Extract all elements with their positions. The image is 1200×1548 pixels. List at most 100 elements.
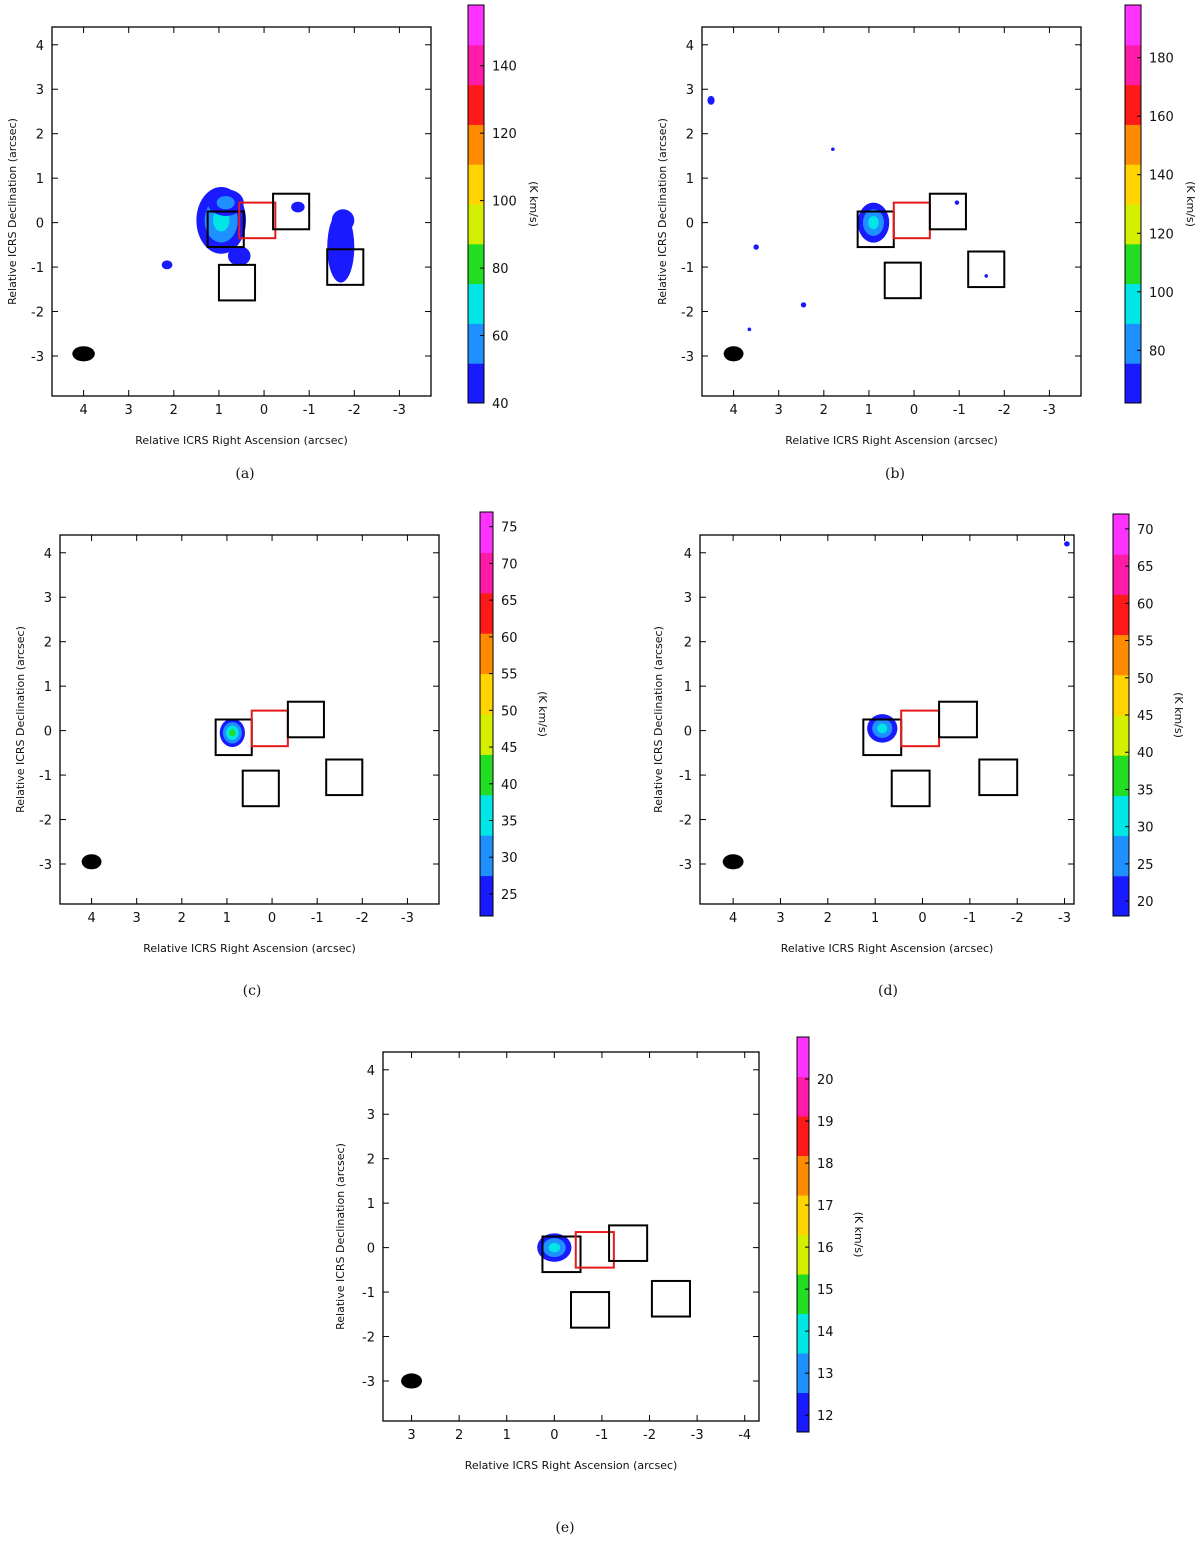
plot-frame: [382, 1051, 760, 1422]
colorbar-segment: [480, 875, 493, 917]
region-box: [206, 210, 245, 249]
panel-c: 4 3 2 1 0 -1 -2 -3 -3 -2 -1 0 1 2 3 4 Relative ICRS Righ…: [14, 511, 549, 999]
y-axis-label: Relative ICRS Declination (arcsec): [334, 1143, 347, 1330]
colorbar-tick-label: 60: [492, 330, 509, 345]
x-tick-label: 4: [87, 911, 95, 926]
region-box: [608, 1224, 649, 1262]
colorbar-segment: [1113, 835, 1129, 877]
colorbar: 80 100 120 140 160 180 (K km/s): [1124, 4, 1197, 404]
colorbar-segment: [480, 835, 493, 877]
colorbar-segment: [797, 1313, 809, 1354]
plot-frame: [51, 26, 432, 397]
x-tick-label: -1: [311, 911, 324, 926]
emission-map: [867, 541, 1070, 743]
colorbar: 12 13 14 15 16 17 18 19 20 (K km/s): [796, 1036, 865, 1433]
y-tick-label: -3: [681, 350, 694, 365]
y-tick-label: 4: [44, 547, 52, 562]
colorbar-tick-label: 20: [817, 1073, 834, 1088]
colorbar-label: (K km/s): [1172, 692, 1185, 738]
colorbar-segment: [1113, 875, 1129, 917]
colorbar-segment: [480, 633, 493, 675]
y-tick-label: -2: [679, 814, 692, 829]
colorbar-segment: [480, 512, 493, 553]
x-tick-label: 3: [776, 911, 784, 926]
colorbar-tick-label: 120: [492, 127, 517, 142]
y-tick-label: -3: [679, 858, 692, 873]
y-tick-label: 1: [36, 172, 44, 187]
region-box: [272, 192, 311, 231]
y-tick-label: -2: [362, 1331, 375, 1346]
colorbar-tick-label: 50: [501, 704, 518, 719]
emission-contour: [800, 302, 807, 308]
beam-ellipse: [722, 854, 744, 870]
colorbar-tick-label: 35: [1137, 783, 1154, 798]
x-axis-label: Relative ICRS Right Ascension (arcsec): [465, 1459, 678, 1472]
x-tick-label: 0: [260, 403, 268, 418]
x-tick-label: -2: [643, 1428, 656, 1443]
x-tick-label: -3: [1043, 403, 1056, 418]
y-tick-label: 4: [686, 39, 694, 54]
emission-contour: [229, 729, 236, 737]
emission-contour: [291, 201, 305, 213]
x-tick-label: 1: [503, 1428, 511, 1443]
y-tick-label: 2: [367, 1153, 375, 1168]
y-tick-label: 3: [684, 591, 692, 606]
y-tick-label: 2: [36, 128, 44, 143]
y-tick-label: 3: [367, 1108, 375, 1123]
y-tick-label: 0: [36, 217, 44, 232]
x-tick-label: -1: [595, 1428, 608, 1443]
colorbar-segment: [797, 1195, 809, 1235]
region-box: [928, 192, 967, 231]
colorbar-segment: [468, 243, 484, 285]
colorbar-tick-label: 100: [492, 195, 517, 210]
plot-frame: [701, 26, 1082, 397]
colorbar-tick-label: 55: [501, 668, 518, 683]
x-tick-label: 4: [79, 403, 87, 418]
colorbar-tick-label: 30: [1137, 821, 1154, 836]
x-tick-label: 2: [170, 403, 178, 418]
emission-contour: [227, 246, 251, 266]
colorbar-segment: [1125, 363, 1141, 404]
x-tick-label: 0: [268, 911, 276, 926]
colorbar-tick-label: 17: [817, 1199, 834, 1214]
colorbar-segment: [797, 1353, 809, 1393]
colorbar-segment: [1113, 715, 1129, 756]
panel-a: 4 3 2 1 0 -1 -2 -3 -3 -2 -1 0 1 2 3 4 Relative ICRS Righ…: [6, 4, 540, 482]
y-tick-label: 0: [44, 725, 52, 740]
colorbar-tick-label: 15: [817, 1283, 834, 1298]
x-tick-label: 3: [407, 1428, 415, 1443]
y-tick-label: 2: [686, 128, 694, 143]
y-tick-label: -1: [31, 261, 44, 276]
colorbar-tick-label: 80: [1149, 344, 1166, 359]
colorbar-tick-label: 30: [501, 851, 518, 866]
colorbar-tick-label: 20: [1137, 895, 1154, 910]
emission-map: [161, 187, 355, 283]
emission-contour: [707, 95, 715, 105]
x-tick-label: 0: [550, 1428, 558, 1443]
colorbar: 40 60 80 100 120 140 (K km/s): [467, 4, 540, 412]
colorbar-segment: [1113, 674, 1129, 716]
colorbar-tick-label: 65: [1137, 560, 1154, 575]
y-axis-label: Relative ICRS Declination (arcsec): [656, 118, 669, 305]
colorbar-segment: [468, 204, 484, 245]
x-tick-label: -3: [393, 403, 406, 418]
colorbar-segment: [468, 44, 484, 86]
region-box: [325, 758, 364, 797]
x-tick-label: -1: [963, 911, 976, 926]
beam-ellipse: [81, 854, 102, 870]
x-tick-label: -2: [1011, 911, 1024, 926]
colorbar-segment: [468, 84, 484, 125]
region-box-red: [574, 1231, 615, 1269]
colorbar-tick-label: 45: [1137, 709, 1154, 724]
x-tick-label: 2: [820, 403, 828, 418]
x-tick-label: -3: [691, 1428, 704, 1443]
emission-contour: [868, 215, 879, 230]
x-tick-label: 0: [918, 911, 926, 926]
x-axis-label: Relative ICRS Right Ascension (arcsec): [781, 942, 994, 955]
region-box: [967, 250, 1006, 289]
region-box-red: [238, 201, 277, 240]
x-tick-label: 1: [223, 911, 231, 926]
colorbar-segment: [468, 323, 484, 364]
